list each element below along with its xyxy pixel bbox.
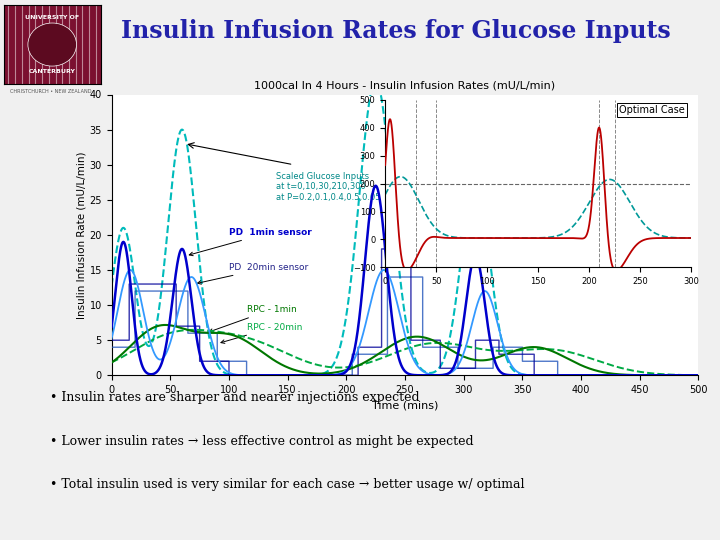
Text: PD  20min sensor: PD 20min sensor <box>197 263 308 284</box>
Text: CHRISTCHURCH • NEW ZEALAND: CHRISTCHURCH • NEW ZEALAND <box>9 89 91 94</box>
Text: • Lower insulin rates → less effective control as might be expected: • Lower insulin rates → less effective c… <box>50 435 474 448</box>
Text: RPC - 1min: RPC - 1min <box>209 305 297 332</box>
Text: Insulin Infusion Rates for Glucose Inputs: Insulin Infusion Rates for Glucose Input… <box>121 19 671 43</box>
X-axis label: Time (mins): Time (mins) <box>372 401 438 410</box>
Text: Optimal Case: Optimal Case <box>619 105 685 115</box>
Text: CANTERBURY: CANTERBURY <box>29 69 76 75</box>
Y-axis label: Insulin Infusion Rate (mU/L/min): Insulin Infusion Rate (mU/L/min) <box>76 151 86 319</box>
Text: Scaled Glucose Inputs
at t=0,10,30,210,300
at P=0.2,0.1,0.4,0.5,0.05: Scaled Glucose Inputs at t=0,10,30,210,3… <box>276 172 380 201</box>
Ellipse shape <box>28 23 76 66</box>
Text: RPC - 20min: RPC - 20min <box>221 323 302 343</box>
Title: 1000cal In 4 Hours - Insulin Infusion Rates (mU/L/min): 1000cal In 4 Hours - Insulin Infusion Ra… <box>254 81 556 91</box>
Text: • Total insulin used is very similar for each case → better usage w/ optimal: • Total insulin used is very similar for… <box>50 478 525 491</box>
Text: UNIVERSITY OF: UNIVERSITY OF <box>25 15 79 20</box>
Text: PD  1min sensor: PD 1min sensor <box>189 228 312 256</box>
Text: • Insulin rates are sharper and nearer injections expected: • Insulin rates are sharper and nearer i… <box>50 392 420 404</box>
